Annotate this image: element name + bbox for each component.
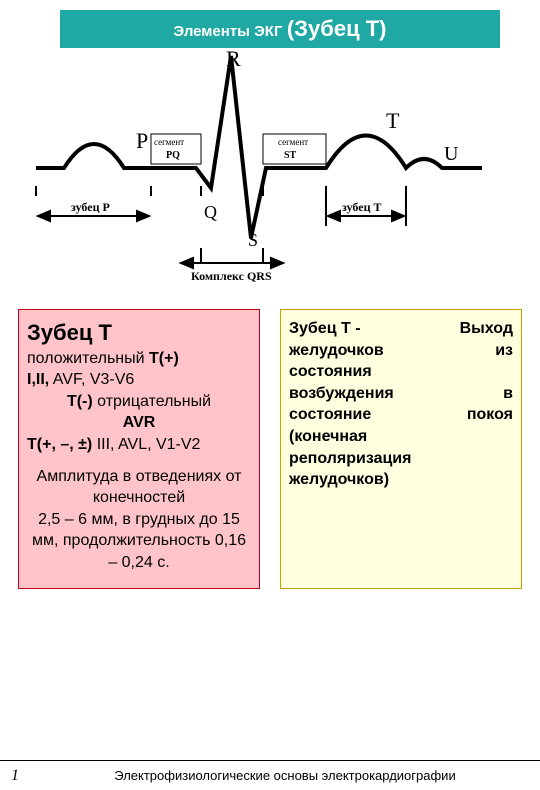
title-big: (Зубец T)	[287, 16, 387, 41]
seg-pq-l1: сегмент	[154, 137, 184, 147]
label-U: U	[444, 143, 459, 165]
right-line-6: (конечная	[289, 426, 513, 448]
right-line-7: реполяризация	[289, 448, 513, 470]
label-Q: Q	[204, 202, 217, 222]
zubT-label: зубец T	[342, 200, 382, 214]
label-P: P	[136, 128, 148, 153]
footer-bar: 1 Электрофизиологические основы электрок…	[0, 760, 540, 790]
seg-st-l2: ST	[284, 150, 297, 161]
footer-text: Электрофизиологические основы электрокар…	[30, 768, 540, 783]
seg-pq-l2: PQ	[166, 150, 180, 161]
page-number: 1	[0, 767, 30, 785]
right-line-1: Зубец T -Выход	[289, 318, 513, 340]
right-box: Зубец T -Выход желудочковиз состояния во…	[280, 309, 522, 589]
right-line-3: состояния	[289, 361, 513, 383]
zubP-label: зубец P	[71, 200, 110, 214]
qrs-label: Комплекс QRS	[191, 269, 272, 283]
left-para-1: Амплитуда в отведениях от конечностей	[27, 466, 251, 509]
left-para-2: 2,5 – 6 мм, в грудных до 15 мм, продолжи…	[27, 509, 251, 574]
left-box: Зубец T положительный T(+) I,II, AVF, V3…	[18, 309, 260, 589]
seg-st-l1: сегмент	[278, 137, 308, 147]
right-line-2: желудочковиз	[289, 340, 513, 362]
right-line-4: возбужденияв	[289, 383, 513, 405]
info-boxes: Зубец T положительный T(+) I,II, AVF, V3…	[18, 309, 522, 589]
left-line-1: положительный T(+)	[27, 348, 251, 370]
ecg-diagram: P R T U Q S сегмент PQ сегмент ST зубец …	[26, 48, 514, 303]
label-R: R	[226, 48, 241, 71]
left-line-4: AVR	[27, 412, 251, 434]
left-line-2: I,II, AVF, V3-V6	[27, 369, 251, 391]
right-line-5: состояниепокоя	[289, 404, 513, 426]
label-S: S	[248, 230, 258, 250]
title-small: Элементы ЭКГ	[174, 23, 283, 40]
label-T: T	[386, 108, 400, 133]
left-line-5: T(+, –, ±) III, AVL, V1-V2	[27, 434, 251, 456]
title-bar: Элементы ЭКГ (Зубец T)	[60, 10, 500, 48]
arrow-qrs	[181, 248, 283, 268]
left-line-3: T(-) отрицательный	[27, 391, 251, 413]
left-heading: Зубец T	[27, 318, 251, 348]
right-line-8: желудочков)	[289, 469, 513, 491]
